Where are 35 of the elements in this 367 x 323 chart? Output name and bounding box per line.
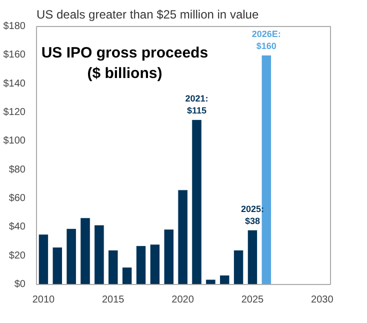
x-tick-label: 2010 [32, 294, 56, 306]
y-tick-label: $40 [8, 222, 26, 233]
y-tick-label: $180 [3, 21, 26, 32]
bar [52, 246, 63, 284]
y-tick-label: $20 [8, 250, 26, 262]
y-tick-label: $140 [3, 78, 26, 90]
bar [150, 244, 160, 284]
bar [80, 218, 90, 284]
bar [192, 119, 202, 284]
annotation: 2026E: $160 [252, 29, 281, 52]
bar [136, 246, 146, 284]
x-tick-label: 2030 [311, 294, 334, 306]
bar [178, 190, 188, 284]
chart-subtitle: US deals greater than $25 million in value [36, 8, 259, 22]
y-tick-label: $100 [3, 136, 26, 147]
bar [94, 224, 104, 284]
x-tick-label: 2020 [172, 294, 194, 306]
y-tick-label: $0 [14, 279, 26, 290]
bar [66, 228, 76, 284]
bar [164, 229, 174, 284]
bar [233, 250, 244, 284]
annotation: 2021: $115 [185, 94, 208, 116]
text: US IPO gross proceeds ($ billions) [41, 44, 208, 82]
y-tick-label: $160 [3, 50, 26, 61]
bar [122, 267, 132, 284]
y-tick-label: $60 [8, 193, 26, 204]
x-tick-label: 2015 [102, 294, 125, 306]
y-tick-label: $120 [3, 107, 26, 118]
bar [206, 279, 216, 284]
bar [219, 274, 230, 284]
bar [38, 234, 49, 284]
bar [108, 250, 118, 284]
x-tick-label: 2025 [241, 294, 264, 306]
bar [247, 230, 258, 284]
y-tick-label: $80 [8, 164, 26, 176]
